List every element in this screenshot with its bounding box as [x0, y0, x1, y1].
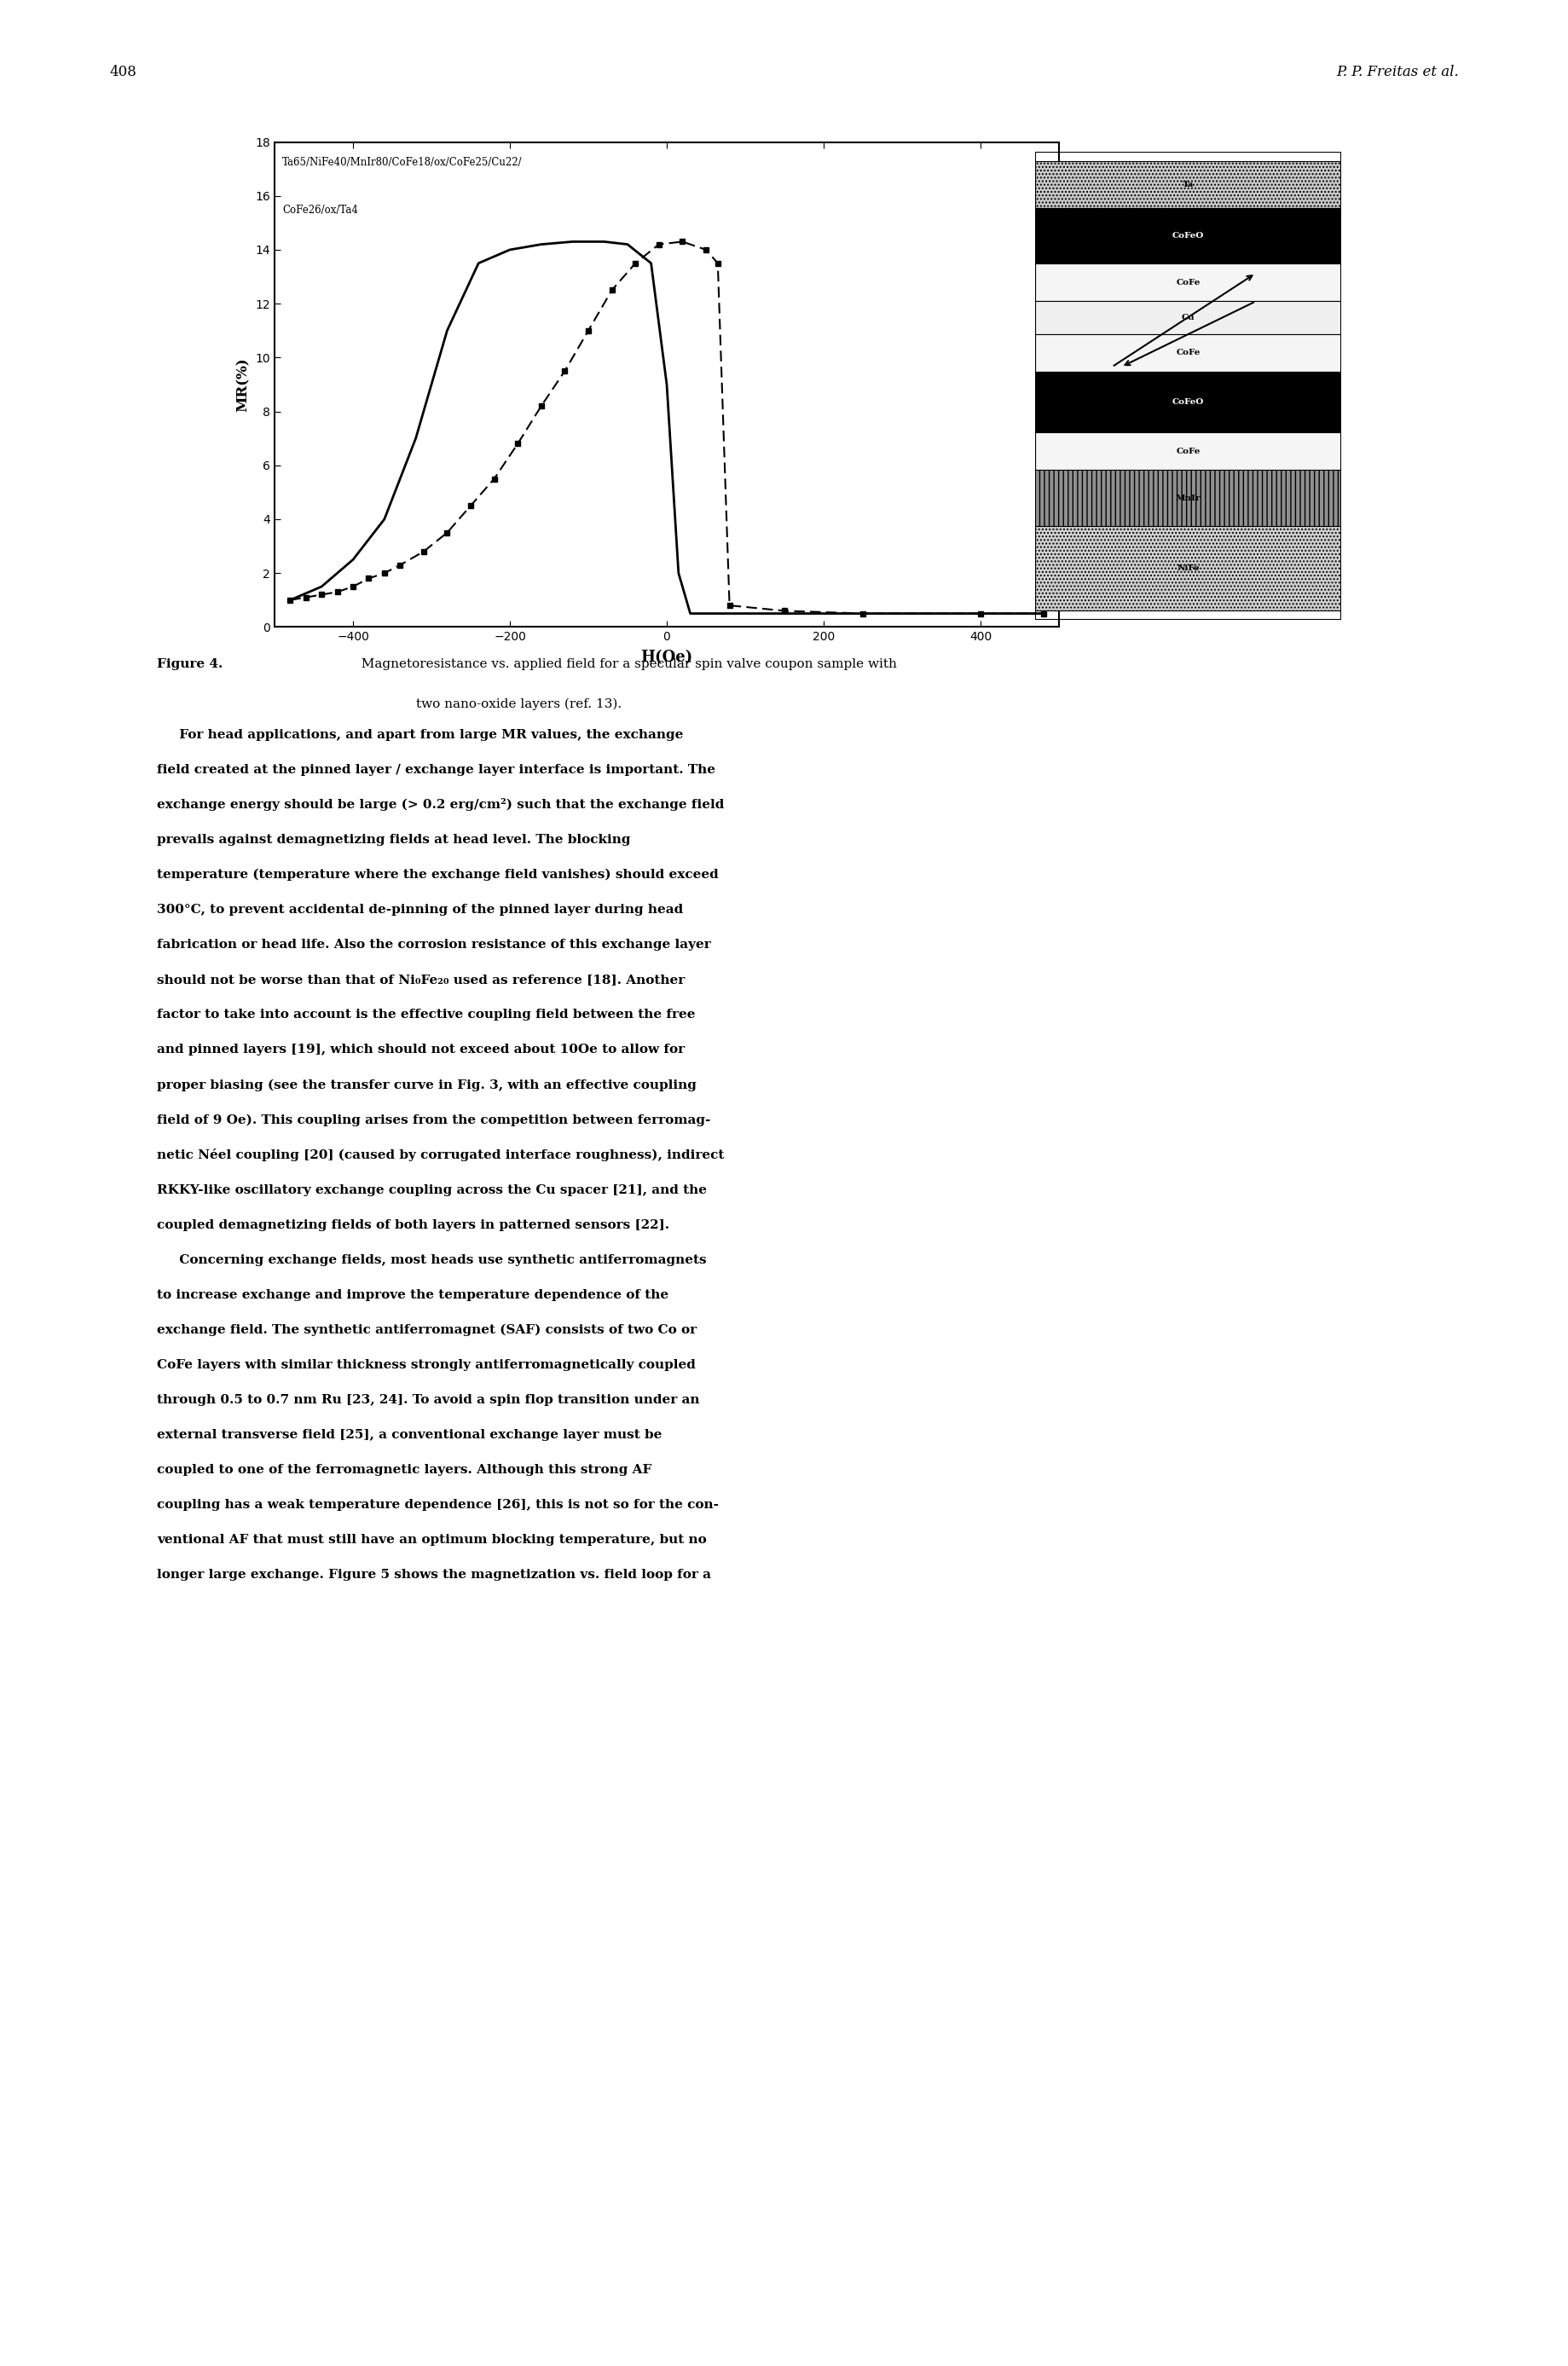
Text: two nano-oxide layers (ref. 13).: two nano-oxide layers (ref. 13). — [416, 698, 621, 710]
Text: longer large exchange. Figure 5 shows the magnetization vs. field loop for a: longer large exchange. Figure 5 shows th… — [157, 1569, 710, 1580]
Bar — [1035, 161, 1341, 208]
Text: prevails against demagnetizing fields at head level. The blocking: prevails against demagnetizing fields at… — [157, 833, 630, 845]
Y-axis label: MR(%): MR(%) — [235, 357, 251, 412]
Text: For head applications, and apart from large MR values, the exchange: For head applications, and apart from la… — [157, 729, 684, 741]
Text: ventional AF that must still have an optimum blocking temperature, but no: ventional AF that must still have an opt… — [157, 1533, 706, 1545]
Text: 300°C, to prevent accidental de-pinning of the pinned layer during head: 300°C, to prevent accidental de-pinning … — [157, 904, 682, 916]
Bar — [1035, 208, 1341, 265]
Bar — [1035, 471, 1341, 525]
Text: external transverse field [25], a conventional exchange layer must be: external transverse field [25], a conven… — [157, 1429, 662, 1441]
Bar — [1035, 433, 1341, 471]
Text: RKKY-like oscillatory exchange coupling across the Cu spacer [21], and the: RKKY-like oscillatory exchange coupling … — [157, 1183, 707, 1195]
Text: CoFe layers with similar thickness strongly antiferromagnetically coupled: CoFe layers with similar thickness stron… — [157, 1358, 695, 1370]
Text: CoFeO: CoFeO — [1171, 397, 1204, 407]
Text: to increase exchange and improve the temperature dependence of the: to increase exchange and improve the tem… — [157, 1289, 668, 1301]
Text: temperature (temperature where the exchange field vanishes) should exceed: temperature (temperature where the excha… — [157, 868, 718, 880]
Bar — [1035, 371, 1341, 433]
Text: field of 9 Oe). This coupling arises from the competition between ferromag-: field of 9 Oe). This coupling arises fro… — [157, 1114, 710, 1126]
Text: and pinned layers [19], which should not exceed about 10Oe to allow for: and pinned layers [19], which should not… — [157, 1043, 684, 1055]
Text: Concerning exchange fields, most heads use synthetic antiferromagnets: Concerning exchange fields, most heads u… — [157, 1254, 706, 1266]
Text: should not be worse than that of Ni₀Fe₂₀ used as reference [18]. Another: should not be worse than that of Ni₀Fe₂₀… — [157, 975, 685, 987]
Text: CoFe26/ox/Ta4: CoFe26/ox/Ta4 — [282, 206, 358, 215]
Bar — [1035, 334, 1341, 371]
Text: coupled to one of the ferromagnetic layers. Although this strong AF: coupled to one of the ferromagnetic laye… — [157, 1465, 651, 1476]
Text: exchange energy should be large (> 0.2 erg/cm²) such that the exchange field: exchange energy should be large (> 0.2 e… — [157, 797, 724, 812]
Text: fabrication or head life. Also the corrosion resistance of this exchange layer: fabrication or head life. Also the corro… — [157, 939, 710, 951]
Text: P. P. Freitas et al.: P. P. Freitas et al. — [1336, 64, 1458, 78]
Text: Cu: Cu — [1181, 315, 1195, 322]
Text: MnIr: MnIr — [1174, 494, 1201, 502]
Text: CoFe: CoFe — [1176, 447, 1200, 454]
Text: coupled demagnetizing fields of both layers in patterned sensors [22].: coupled demagnetizing fields of both lay… — [157, 1218, 670, 1230]
Text: factor to take into account is the effective coupling field between the free: factor to take into account is the effec… — [157, 1008, 695, 1020]
Bar — [1035, 525, 1341, 610]
Text: through 0.5 to 0.7 nm Ru [23, 24]. To avoid a spin flop transition under an: through 0.5 to 0.7 nm Ru [23, 24]. To av… — [157, 1394, 699, 1405]
Text: coupling has a weak temperature dependence [26], this is not so for the con-: coupling has a weak temperature dependen… — [157, 1500, 718, 1512]
Text: CoFe: CoFe — [1176, 279, 1200, 286]
X-axis label: H(Oe): H(Oe) — [640, 651, 693, 665]
Text: Magnetoresistance vs. applied field for a specular spin valve coupon sample with: Magnetoresistance vs. applied field for … — [353, 658, 897, 670]
Text: CoFeO: CoFeO — [1171, 232, 1204, 239]
Text: exchange field. The synthetic antiferromagnet (SAF) consists of two Co or: exchange field. The synthetic antiferrom… — [157, 1323, 696, 1337]
Bar — [1035, 300, 1341, 334]
Text: proper biasing (see the transfer curve in Fig. 3, with an effective coupling: proper biasing (see the transfer curve i… — [157, 1079, 696, 1091]
Text: field created at the pinned layer / exchange layer interface is important. The: field created at the pinned layer / exch… — [157, 764, 715, 776]
Text: Figure 4.: Figure 4. — [157, 658, 223, 670]
Text: 408: 408 — [110, 64, 136, 78]
Text: netic Néel coupling [20] (caused by corrugated interface roughness), indirect: netic Néel coupling [20] (caused by corr… — [157, 1148, 724, 1162]
Text: Ta65/NiFe40/MnIr80/CoFe18/ox/CoFe25/Cu22/: Ta65/NiFe40/MnIr80/CoFe18/ox/CoFe25/Cu22… — [282, 156, 522, 168]
Text: NiFe: NiFe — [1176, 565, 1200, 573]
Bar — [1035, 265, 1341, 300]
Text: CoFe: CoFe — [1176, 350, 1200, 357]
Text: Ta: Ta — [1182, 180, 1193, 187]
